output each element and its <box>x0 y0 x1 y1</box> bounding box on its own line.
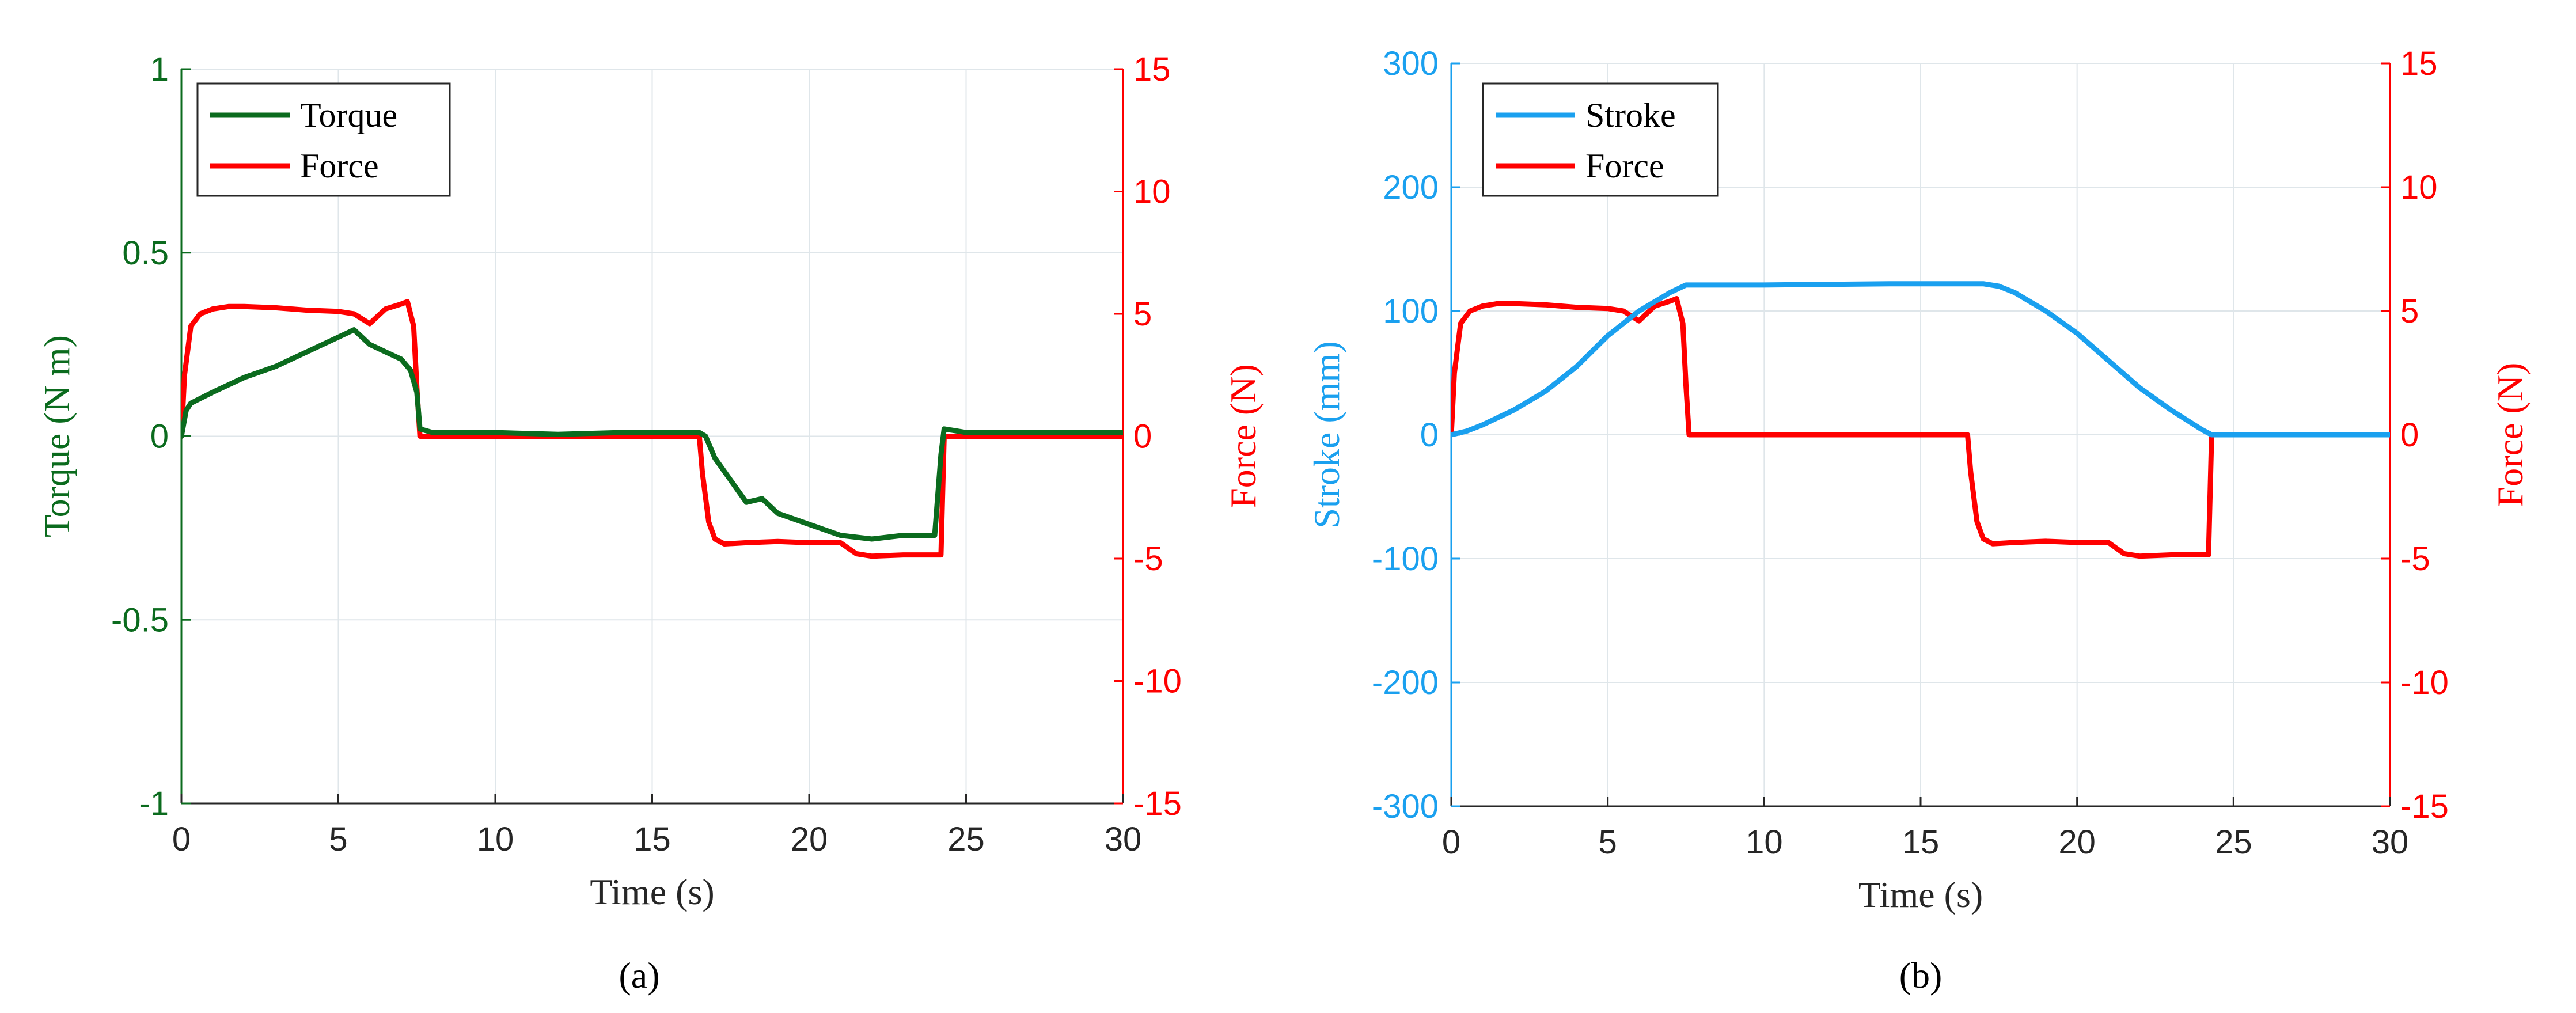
right-y-tick-label: -5 <box>1133 540 1163 578</box>
right-y-axis-title: Force (N) <box>1223 364 1264 509</box>
x-tick-label: 10 <box>1746 824 1783 861</box>
legend-box <box>1482 82 1719 197</box>
panel-caption: (b) <box>1899 955 1943 996</box>
x-tick-label: 25 <box>947 821 985 858</box>
panel-a: 0 5 10 15 20 25 30 -1 -0.5 0 0.5 1 -15 -10 -5 0 5 10 15 Tim… <box>36 51 1264 996</box>
left-y-tick-label: 100 <box>1383 293 1439 330</box>
left-y-tick-label: -200 <box>1372 664 1439 701</box>
right-y-tick-label: 0 <box>2400 416 2419 454</box>
right-y-tick-label: 5 <box>1133 295 1152 333</box>
panel-caption: (a) <box>619 955 659 996</box>
legend-label-torque: Torque <box>300 96 397 134</box>
left-y-axis-title: Torque (N m) <box>36 335 77 537</box>
right-y-tick-label: -15 <box>1133 785 1182 822</box>
left-y-axis-title: Stroke (mm) <box>1306 341 1347 528</box>
left-y-tick-label: 0 <box>1420 416 1439 454</box>
x-axis-title: Time (s) <box>590 871 714 912</box>
x-tick-label: 30 <box>2372 824 2409 861</box>
x-tick-label: 20 <box>791 821 828 858</box>
x-tick-label: 30 <box>1105 821 1142 858</box>
x-tick-label: 0 <box>1442 824 1460 861</box>
legend-label-force: Force <box>1585 147 1664 185</box>
legend-label-force: Force <box>300 147 379 185</box>
right-y-tick-label: 5 <box>2400 293 2419 330</box>
left-y-tick-label: 0 <box>150 418 169 456</box>
right-y-tick-label: -10 <box>1133 663 1182 700</box>
legend-box <box>196 82 451 197</box>
x-tick-label: 25 <box>2215 824 2252 861</box>
x-tick-label: 5 <box>329 821 347 858</box>
x-tick-label: 15 <box>633 821 671 858</box>
legend-label-stroke: Stroke <box>1585 96 1676 134</box>
right-y-tick-label: -15 <box>2400 788 2449 825</box>
left-y-tick-label: -300 <box>1372 788 1439 825</box>
legend: Torque Force <box>196 82 451 197</box>
x-tick-label: 10 <box>477 821 514 858</box>
left-y-tick-label: 300 <box>1383 45 1439 82</box>
x-tick-label: 0 <box>172 821 191 858</box>
series-line-torque <box>181 327 1123 542</box>
right-y-tick-label: 10 <box>2400 169 2438 206</box>
left-y-tick-label: -0.5 <box>111 601 169 639</box>
right-y-tick-label: -5 <box>2400 540 2430 578</box>
right-y-tick-label: 10 <box>1133 173 1171 211</box>
left-y-tick-label: 200 <box>1383 169 1439 206</box>
x-tick-label: 5 <box>1599 824 1617 861</box>
right-y-axis-title: Force (N) <box>2490 363 2531 507</box>
right-y-tick-label: 0 <box>1133 418 1152 456</box>
left-y-tick-label: 0.5 <box>122 234 169 272</box>
series-line-stroke <box>1451 281 2390 438</box>
legend: Stroke Force <box>1482 82 1719 197</box>
x-tick-label: 20 <box>2058 824 2096 861</box>
left-y-tick-label: -100 <box>1372 540 1439 578</box>
x-axis-title: Time (s) <box>1858 874 1983 915</box>
series-line-force <box>1451 296 2390 559</box>
left-y-tick-label: 1 <box>150 51 169 88</box>
left-y-tick-label: -1 <box>139 785 169 822</box>
x-tick-label: 15 <box>1902 824 1940 861</box>
right-y-tick-label: 15 <box>1133 51 1171 88</box>
right-y-tick-label: -10 <box>2400 664 2449 701</box>
panel-b: 0 5 10 15 20 25 30-300-200-1000100200300-15-10… <box>1306 45 2531 996</box>
series-line-force <box>181 299 1123 559</box>
right-y-tick-label: 15 <box>2400 45 2438 82</box>
